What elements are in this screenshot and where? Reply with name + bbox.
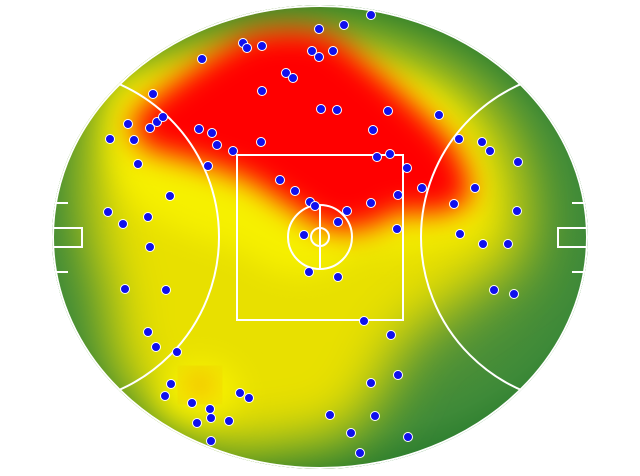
point [366, 198, 376, 208]
centre-square [236, 154, 404, 321]
point [304, 267, 314, 277]
point [417, 183, 427, 193]
point [385, 149, 395, 159]
point [143, 327, 153, 337]
point [325, 410, 335, 420]
point [197, 54, 207, 64]
point [346, 428, 356, 438]
point [477, 137, 487, 147]
point [359, 316, 369, 326]
point [370, 411, 380, 421]
point [434, 110, 444, 120]
point [393, 190, 403, 200]
point [160, 391, 170, 401]
point [503, 239, 513, 249]
point [485, 146, 495, 156]
point [165, 191, 175, 201]
point [203, 161, 213, 171]
point [455, 229, 465, 239]
point [449, 199, 459, 209]
point [256, 137, 266, 147]
point [228, 146, 238, 156]
point [118, 219, 128, 229]
point [355, 448, 365, 458]
point [314, 24, 324, 34]
point [288, 73, 298, 83]
point [161, 285, 171, 295]
point [332, 105, 342, 115]
point [257, 86, 267, 96]
right-goal-square [557, 227, 588, 248]
point [339, 20, 349, 30]
point [366, 10, 376, 20]
point [513, 157, 523, 167]
point [148, 89, 158, 99]
point [257, 41, 267, 51]
point [403, 432, 413, 442]
point [235, 388, 245, 398]
point [372, 152, 382, 162]
point [103, 207, 113, 217]
point [143, 212, 153, 222]
point [242, 43, 252, 53]
point [316, 104, 326, 114]
point [120, 284, 130, 294]
point [402, 163, 412, 173]
point [194, 124, 204, 134]
point [172, 347, 182, 357]
left-goal-square [52, 227, 83, 248]
left-arc [52, 69, 220, 405]
point [192, 418, 202, 428]
point [333, 217, 343, 227]
point [333, 272, 343, 282]
point [307, 46, 317, 56]
right-arc [420, 69, 588, 405]
point [509, 289, 519, 299]
point [310, 201, 320, 211]
point [368, 125, 378, 135]
point [342, 206, 352, 216]
point [383, 106, 393, 116]
point [105, 134, 115, 144]
point [244, 393, 254, 403]
point [470, 183, 480, 193]
point [314, 52, 324, 62]
boundary [52, 5, 588, 469]
point [212, 140, 222, 150]
point [145, 123, 155, 133]
point [158, 112, 168, 122]
point [123, 119, 133, 129]
point [489, 285, 499, 295]
point [290, 186, 300, 196]
point [166, 379, 176, 389]
point [129, 135, 139, 145]
point [478, 239, 488, 249]
point [206, 436, 216, 446]
point [299, 230, 309, 240]
point [392, 224, 402, 234]
point [366, 378, 376, 388]
point [145, 242, 155, 252]
point [206, 413, 216, 423]
point [151, 342, 161, 352]
point [224, 416, 234, 426]
point [133, 159, 143, 169]
point [512, 206, 522, 216]
point [187, 398, 197, 408]
point [393, 370, 403, 380]
point [275, 175, 285, 185]
point [328, 46, 338, 56]
point [207, 128, 217, 138]
point [205, 404, 215, 414]
point [281, 68, 291, 78]
point [454, 134, 464, 144]
point [386, 330, 396, 340]
